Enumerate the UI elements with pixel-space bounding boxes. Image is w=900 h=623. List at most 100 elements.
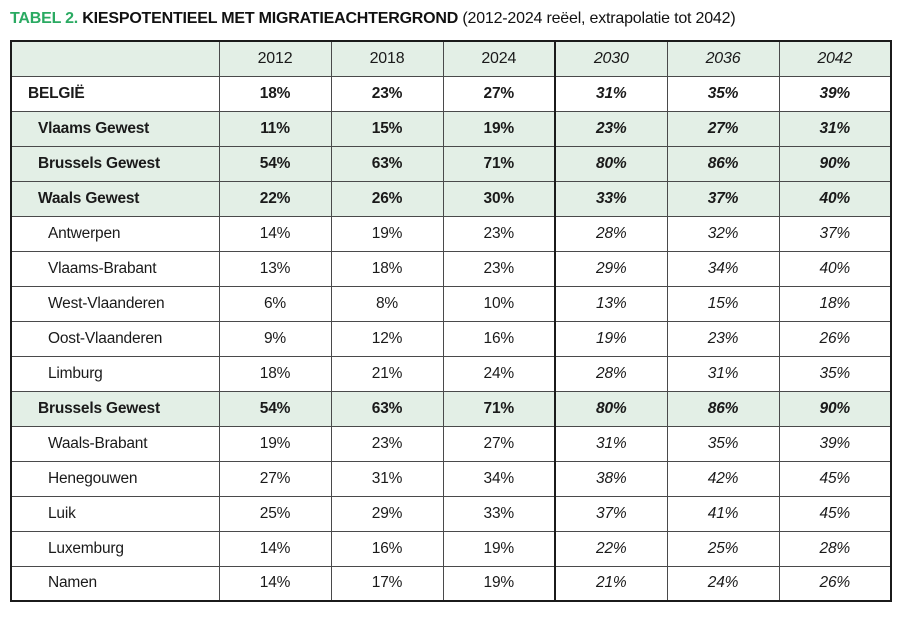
value-cell-2030: 31%	[554, 75, 668, 112]
table-row: West-Vlaanderen 6% 8% 10% 13% 15% 18%	[10, 285, 892, 322]
value-cell-2024: 71%	[442, 145, 556, 182]
value-cell-2024: 71%	[442, 390, 556, 427]
table-row: Henegouwen 27% 31% 34% 38% 42% 45%	[10, 460, 892, 497]
row-label: Brussels Gewest	[10, 145, 220, 182]
table-row: Waals-Brabant 19% 23% 27% 31% 35% 39%	[10, 425, 892, 462]
kiespotentieel-table: 2012 2018 2024 2030 2036 2042 BELGIË 18% 23% 27%…	[10, 40, 892, 603]
value-cell-2018: 31%	[330, 460, 444, 497]
value-cell-2042: 37%	[778, 215, 892, 252]
table-title-main: KIESPOTENTIEEL MET MIGRATIEACHTERGROND	[82, 10, 459, 27]
table-row: Limburg 18% 21% 24% 28% 31% 35%	[10, 355, 892, 392]
value-cell-2024: 27%	[442, 75, 556, 112]
value-cell-2042: 40%	[778, 250, 892, 287]
value-cell-2036: 23%	[666, 320, 780, 357]
value-cell-2042: 26%	[778, 565, 892, 602]
table-row: Namen 14% 17% 19% 21% 24% 26%	[10, 565, 892, 602]
value-cell-2036: 86%	[666, 390, 780, 427]
value-cell-2042: 39%	[778, 425, 892, 462]
value-cell-2042: 35%	[778, 355, 892, 392]
table-row: BELGIË 18% 23% 27% 31% 35% 39%	[10, 75, 892, 112]
value-cell-2042: 28%	[778, 530, 892, 567]
value-cell-2012: 19%	[218, 425, 332, 462]
value-cell-2012: 18%	[218, 75, 332, 112]
value-cell-2042: 31%	[778, 110, 892, 147]
table-row: Vlaams-Brabant 13% 18% 23% 29% 34% 40%	[10, 250, 892, 287]
value-cell-2042: 45%	[778, 460, 892, 497]
row-label: BELGIË	[10, 75, 220, 112]
value-cell-2024: 30%	[442, 180, 556, 217]
value-cell-2042: 39%	[778, 75, 892, 112]
value-cell-2036: 25%	[666, 530, 780, 567]
value-cell-2042: 26%	[778, 320, 892, 357]
value-cell-2018: 63%	[330, 145, 444, 182]
row-label: Vlaams-Brabant	[10, 250, 220, 287]
header-cell-year: 2018	[330, 40, 444, 77]
header-cell-year: 2036	[666, 40, 780, 77]
value-cell-2042: 45%	[778, 495, 892, 532]
value-cell-2012: 27%	[218, 460, 332, 497]
table-row: Luxemburg 14% 16% 19% 22% 25% 28%	[10, 530, 892, 567]
value-cell-2036: 41%	[666, 495, 780, 532]
header-cell-year: 2024	[442, 40, 556, 77]
header-cell-year: 2042	[778, 40, 892, 77]
value-cell-2018: 16%	[330, 530, 444, 567]
value-cell-2024: 10%	[442, 285, 556, 322]
value-cell-2012: 25%	[218, 495, 332, 532]
value-cell-2012: 54%	[218, 145, 332, 182]
table-row: Luik 25% 29% 33% 37% 41% 45%	[10, 495, 892, 532]
table-title-label: TABEL 2.	[10, 10, 79, 27]
value-cell-2024: 19%	[442, 530, 556, 567]
value-cell-2024: 34%	[442, 460, 556, 497]
value-cell-2018: 8%	[330, 285, 444, 322]
value-cell-2030: 28%	[554, 355, 668, 392]
value-cell-2024: 27%	[442, 425, 556, 462]
value-cell-2030: 38%	[554, 460, 668, 497]
row-label: Waals-Brabant	[10, 425, 220, 462]
value-cell-2036: 24%	[666, 565, 780, 602]
table-row: Vlaams Gewest 11% 15% 19% 23% 27% 31%	[10, 110, 892, 147]
value-cell-2012: 54%	[218, 390, 332, 427]
value-cell-2036: 37%	[666, 180, 780, 217]
value-cell-2030: 28%	[554, 215, 668, 252]
value-cell-2018: 19%	[330, 215, 444, 252]
row-label: Vlaams Gewest	[10, 110, 220, 147]
table-body: BELGIË 18% 23% 27% 31% 35% 39% Vlaams Gewest 11%…	[10, 75, 892, 602]
value-cell-2030: 21%	[554, 565, 668, 602]
row-label: Antwerpen	[10, 215, 220, 252]
value-cell-2012: 22%	[218, 180, 332, 217]
value-cell-2036: 31%	[666, 355, 780, 392]
table-row: Oost-Vlaanderen 9% 12% 16% 19% 23% 26%	[10, 320, 892, 357]
value-cell-2012: 11%	[218, 110, 332, 147]
value-cell-2030: 37%	[554, 495, 668, 532]
value-cell-2012: 9%	[218, 320, 332, 357]
value-cell-2018: 17%	[330, 565, 444, 602]
value-cell-2024: 19%	[442, 110, 556, 147]
value-cell-2036: 15%	[666, 285, 780, 322]
value-cell-2042: 90%	[778, 390, 892, 427]
header-row: 2012 2018 2024 2030 2036 2042	[10, 40, 892, 77]
value-cell-2042: 40%	[778, 180, 892, 217]
value-cell-2024: 33%	[442, 495, 556, 532]
value-cell-2036: 86%	[666, 145, 780, 182]
table-title-subtitle: (2012-2024 reëel, extrapolatie tot 2042)	[462, 10, 736, 27]
table-row: Antwerpen 14% 19% 23% 28% 32% 37%	[10, 215, 892, 252]
value-cell-2030: 31%	[554, 425, 668, 462]
header-cell-year: 2012	[218, 40, 332, 77]
value-cell-2024: 19%	[442, 565, 556, 602]
value-cell-2018: 18%	[330, 250, 444, 287]
value-cell-2018: 12%	[330, 320, 444, 357]
value-cell-2018: 21%	[330, 355, 444, 392]
value-cell-2012: 6%	[218, 285, 332, 322]
value-cell-2030: 80%	[554, 145, 668, 182]
header-cell-year: 2030	[554, 40, 668, 77]
value-cell-2018: 23%	[330, 425, 444, 462]
row-label: Namen	[10, 565, 220, 602]
value-cell-2018: 26%	[330, 180, 444, 217]
value-cell-2018: 63%	[330, 390, 444, 427]
table-row: Brussels Gewest 54% 63% 71% 80% 86% 90%	[10, 390, 892, 427]
row-label: Henegouwen	[10, 460, 220, 497]
table-header: 2012 2018 2024 2030 2036 2042	[10, 40, 892, 77]
value-cell-2030: 33%	[554, 180, 668, 217]
value-cell-2036: 35%	[666, 75, 780, 112]
row-label: Luik	[10, 495, 220, 532]
